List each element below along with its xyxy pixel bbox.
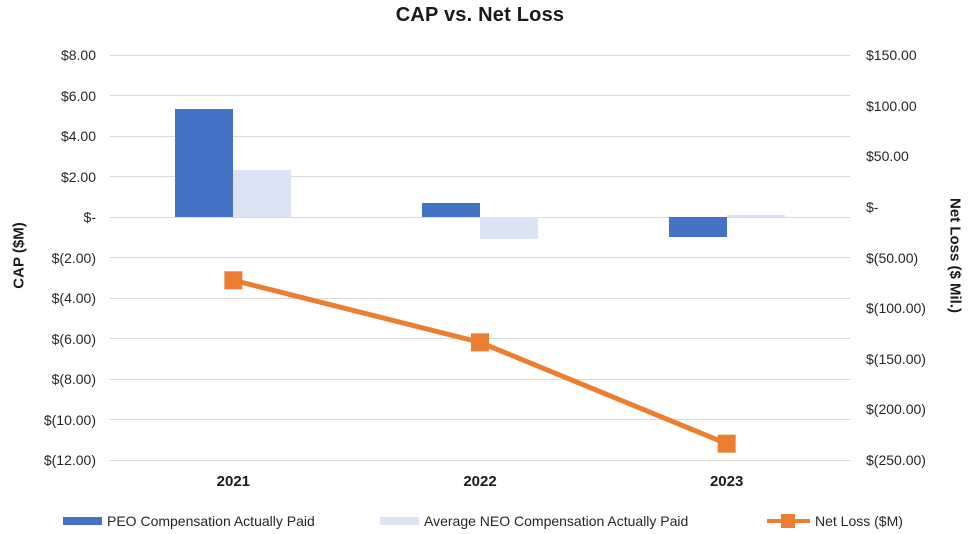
gridline <box>110 257 850 258</box>
bar-neo-2021 <box>233 170 292 217</box>
legend-label-net-loss: Net Loss ($M) <box>815 513 903 529</box>
bar-peo-2022 <box>422 202 480 217</box>
left-axis-tick-label: $(4.00) <box>51 290 96 306</box>
gridline <box>110 419 850 420</box>
gridline <box>110 54 850 56</box>
gridline <box>110 338 850 339</box>
right-axis-tick-label: $(150.00) <box>866 350 926 367</box>
left-axis-tick-label: $(8.00) <box>51 371 96 387</box>
chart-title: CAP vs. Net Loss <box>395 4 565 26</box>
neo-cap-swatch <box>380 517 419 525</box>
right-axis-tick-label: $(50.00) <box>866 249 919 266</box>
left-axis-tick-label: $- <box>83 209 96 225</box>
net-loss-marker-2021 <box>224 271 243 290</box>
bar-neo-2022 <box>480 217 538 240</box>
gridline <box>110 95 850 96</box>
legend-item-peo-cap: PEO Compensation Actually Paid <box>63 511 315 531</box>
left-axis-tick-label: $(12.00) <box>43 452 96 468</box>
left-axis-tick-label: $6.00 <box>60 87 96 104</box>
bar-peo-2023 <box>668 217 727 238</box>
right-axis-tick-label: $150.00 <box>866 47 917 63</box>
left-axis-tick-label: $(6.00) <box>51 330 96 347</box>
right-axis-tick-label: $- <box>866 198 879 215</box>
left-axis-tick-label: $4.00 <box>60 128 96 144</box>
left-axis-tick-label: $(2.00) <box>51 249 96 266</box>
right-axis-tick-label: $50.00 <box>866 148 909 165</box>
net-loss-marker-icon <box>781 514 795 528</box>
legend-label-peo-cap: PEO Compensation Actually Paid <box>107 513 315 529</box>
right-axis-tick-label: $100.00 <box>866 97 917 114</box>
legend-label-neo-cap: Average NEO Compensation Actually Paid <box>424 513 689 529</box>
category-label-2021: 2021 <box>216 473 251 490</box>
category-label-2023: 2023 <box>709 473 744 490</box>
left-axis-tick-label: $(10.00) <box>43 411 96 428</box>
bar-neo-2023 <box>726 214 785 217</box>
net-loss-marker-2023 <box>717 434 736 453</box>
right-axis-tick-label: $(250.00) <box>866 452 926 468</box>
gridline <box>110 135 850 137</box>
category-label-2022: 2022 <box>463 473 497 490</box>
left-axis-tick-label: $8.00 <box>60 47 96 63</box>
right-axis-tick-label: $(100.00) <box>866 300 926 317</box>
gridline <box>110 378 850 380</box>
gridline <box>110 176 850 177</box>
peo-cap-swatch <box>63 517 102 525</box>
legend-item-net-loss: Net Loss ($M) <box>767 511 903 531</box>
gridline <box>110 459 850 461</box>
right-axis-tick-label: $(200.00) <box>866 401 926 418</box>
legend-item-neo-cap: Average NEO Compensation Actually Paid <box>380 511 688 531</box>
net-loss-marker-2022 <box>471 333 489 352</box>
left-axis-tick-label: $2.00 <box>60 168 96 185</box>
net-loss-line-swatch <box>767 514 810 528</box>
gridline <box>110 297 850 299</box>
bar-peo-2021 <box>175 108 234 217</box>
